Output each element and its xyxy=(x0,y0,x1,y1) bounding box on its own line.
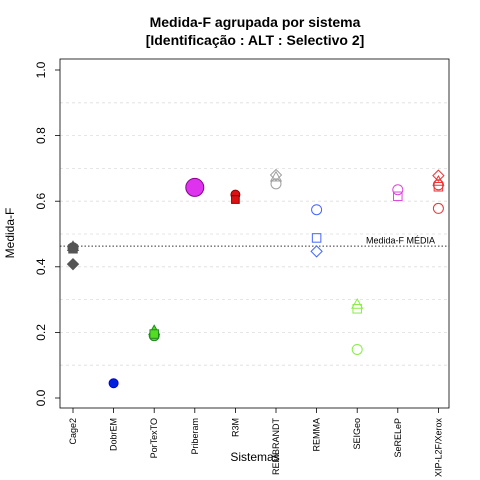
data-point-circle xyxy=(270,178,282,190)
data-point-circle xyxy=(108,378,119,389)
x-tick-label: DobrEM xyxy=(109,418,119,451)
x-tick-label: PorTexTO xyxy=(149,418,159,458)
mean-line-label: Medida-F MÉDIA xyxy=(366,236,435,246)
data-point-diamond xyxy=(66,257,80,271)
data-point-triangle xyxy=(269,170,283,182)
x-axis-label: Sistemas xyxy=(230,450,279,464)
data-point-square xyxy=(68,244,78,254)
x-tick-label: XIP-L2F/Xerox xyxy=(433,418,443,478)
y-axis-label: Medida-F xyxy=(3,208,17,259)
data-point-circle xyxy=(432,179,444,191)
data-point-square xyxy=(352,304,362,314)
y-tick-label: 0.4 xyxy=(34,258,48,275)
y-tick-label: 1.0 xyxy=(34,61,48,78)
x-tick-label: Priberam xyxy=(190,418,200,455)
x-axis: Cage2 DobrEM PorTexTO Priberam R3M REMBRANDT R… xyxy=(68,408,443,477)
x-tick-label: SeRELeP xyxy=(393,418,403,458)
chart-title-line2: [Identificação : ALT : Selectivo 2] xyxy=(146,32,365,48)
y-axis: 0.0 0.2 0.4 0.6 0.8 1.0 xyxy=(34,61,60,406)
mean-line-group: Medida-F MÉDIA xyxy=(60,236,449,247)
data-point-triangle xyxy=(351,298,364,309)
x-tick-label: REMMA xyxy=(312,418,322,452)
y-tick-label: 0.2 xyxy=(34,324,48,341)
y-tick-label: 0.0 xyxy=(34,389,48,406)
data-points xyxy=(66,168,445,389)
chart-title-line1: Medida-F agrupada por sistema xyxy=(150,14,361,30)
x-tick-label: REMBRANDT xyxy=(271,418,281,476)
data-point-square xyxy=(231,195,240,204)
data-point-diamond xyxy=(432,169,445,182)
data-point-circle xyxy=(351,343,363,355)
x-tick-label: R3M xyxy=(230,418,240,437)
data-point-diamond xyxy=(310,245,323,258)
data-point-circle xyxy=(432,202,444,214)
grid-lines xyxy=(60,102,449,366)
x-tick-label: SEIGeo xyxy=(352,418,362,450)
y-tick-label: 0.8 xyxy=(34,127,48,144)
y-tick-label: 0.6 xyxy=(34,193,48,210)
data-point-square xyxy=(311,233,322,243)
data-point-square xyxy=(433,182,444,192)
x-tick-label: Cage2 xyxy=(68,418,78,445)
data-point-circle xyxy=(392,184,404,196)
data-point-circle xyxy=(185,177,205,197)
data-point-circle xyxy=(311,204,323,216)
plot-frame xyxy=(59,58,450,409)
data-point-diamond xyxy=(269,168,283,182)
data-point-square xyxy=(149,329,159,339)
data-point-square xyxy=(393,191,403,202)
